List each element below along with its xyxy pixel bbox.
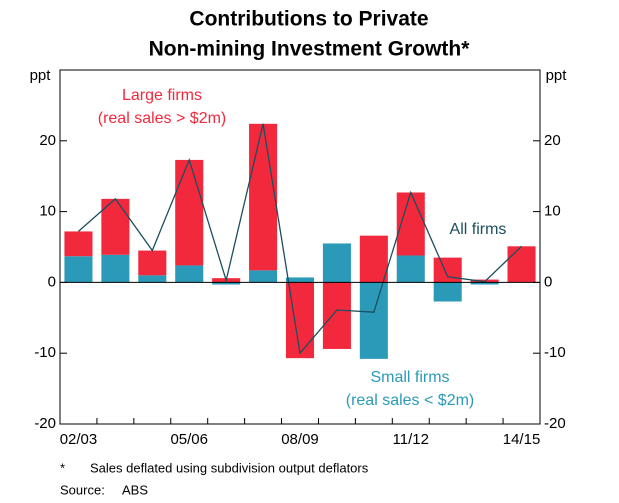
- chart-title: Contributions to Private: [189, 8, 428, 31]
- bar: [359, 235, 388, 283]
- chart-title: Non-mining Investment Growth*: [149, 38, 471, 61]
- bar: [64, 231, 93, 257]
- y2-tick-label: 20: [544, 132, 561, 149]
- y-tick-label: -20: [34, 415, 56, 432]
- plot-frame: [59, 69, 541, 425]
- bar: [507, 246, 536, 283]
- bar: [322, 243, 351, 283]
- y-tick-label: 0: [48, 273, 56, 290]
- y-unit: ppt: [30, 67, 52, 84]
- bar: [249, 123, 278, 271]
- y2-tick-label: 0: [544, 273, 552, 290]
- bar: [101, 254, 130, 283]
- bar: [175, 159, 204, 266]
- footnote: ABS: [122, 482, 148, 497]
- bar: [249, 270, 278, 283]
- bar: [470, 282, 499, 285]
- x-tick-label: 11/12: [393, 431, 429, 448]
- y-tick-label: -10: [34, 344, 56, 361]
- x-tick-label: 14/15: [503, 431, 541, 448]
- annotation: (real sales > $2m): [98, 110, 227, 127]
- bar: [322, 282, 351, 349]
- bar: [212, 282, 241, 285]
- annotation: All firms: [450, 221, 507, 238]
- x-tick-label: 08/09: [281, 431, 319, 448]
- bar: [101, 198, 130, 255]
- bar: [433, 282, 462, 302]
- y2-tick-label: -10: [544, 344, 566, 361]
- bar: [64, 256, 93, 283]
- bar: [138, 250, 167, 276]
- y2-tick-label: 10: [544, 203, 561, 220]
- bar: [138, 275, 167, 283]
- y2-tick-label: -20: [544, 415, 566, 432]
- x-tick-label: 02/03: [60, 431, 98, 448]
- bar: [175, 265, 204, 283]
- x-tick-label: 05/06: [170, 431, 208, 448]
- bar: [396, 255, 425, 283]
- annotation: Small firms: [370, 369, 449, 386]
- footnote: Source:: [60, 482, 105, 497]
- footnote: Sales deflated using subdivision output …: [90, 460, 369, 475]
- bar: [285, 277, 315, 283]
- annotation: (real sales < $2m): [346, 392, 475, 409]
- y-tick-label: 20: [39, 132, 56, 149]
- bar: [359, 282, 388, 359]
- footnote: *: [60, 460, 65, 475]
- y2-unit: ppt: [546, 67, 568, 84]
- y-tick-label: 10: [39, 203, 56, 220]
- line: [78, 123, 522, 355]
- annotation: Large firms: [122, 87, 202, 104]
